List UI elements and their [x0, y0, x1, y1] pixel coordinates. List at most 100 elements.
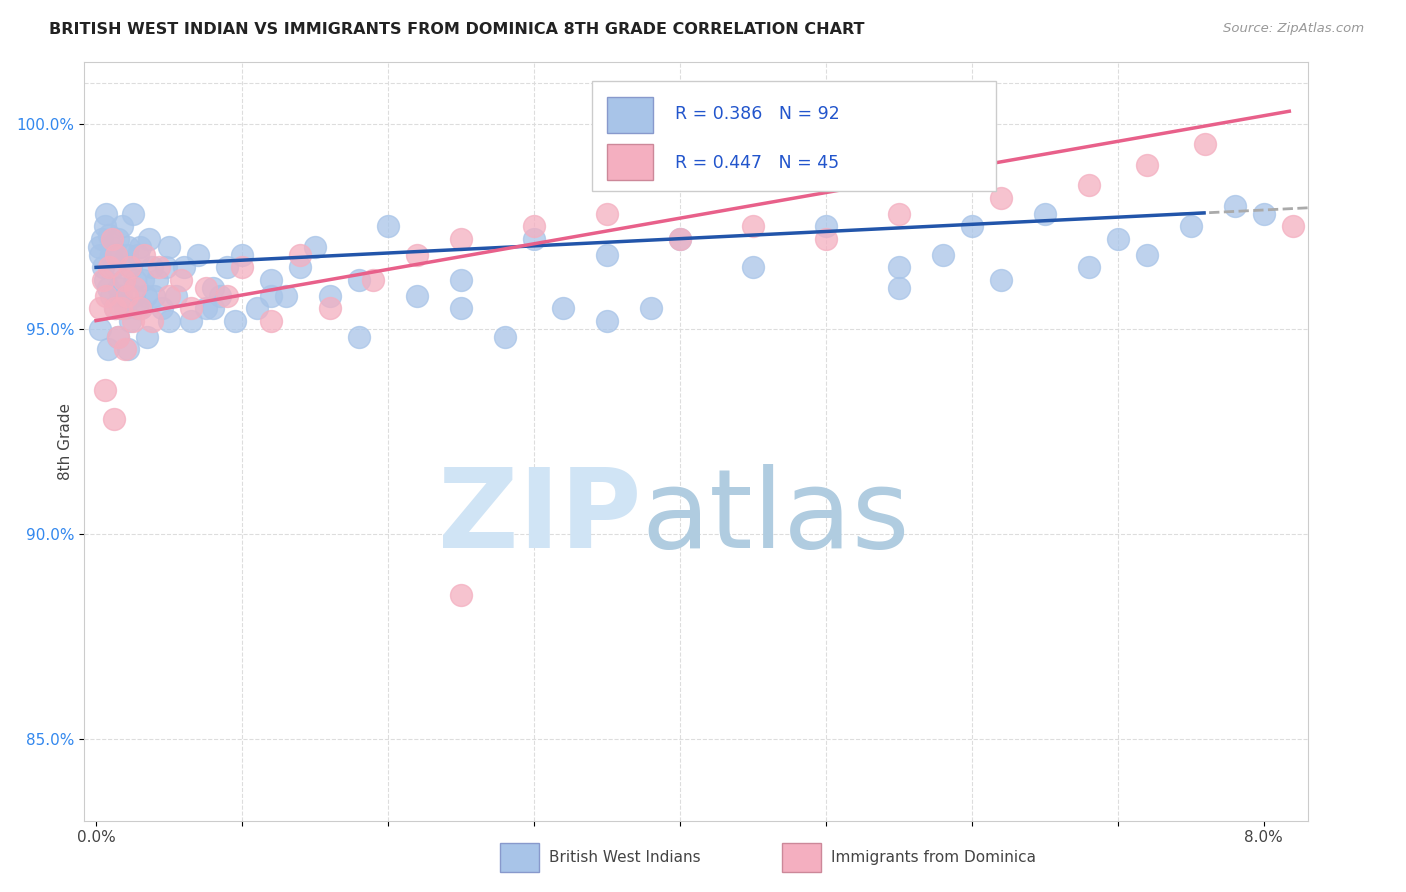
Point — [94, 384, 117, 398]
Point — [108, 281, 131, 295]
Point — [180, 313, 202, 327]
Text: Immigrants from Dominica: Immigrants from Dominica — [831, 850, 1036, 865]
Point — [141, 260, 163, 275]
Point — [138, 232, 160, 246]
Point — [143, 289, 166, 303]
Point — [104, 301, 127, 316]
Point — [1253, 207, 1275, 221]
Point — [121, 313, 143, 327]
Text: atlas: atlas — [641, 464, 910, 571]
Point — [887, 281, 910, 295]
Point — [112, 273, 135, 287]
Point — [118, 313, 141, 327]
Point — [318, 301, 340, 316]
Point — [931, 248, 953, 262]
Point — [87, 240, 110, 254]
Bar — [606, 96, 654, 133]
Point — [94, 273, 117, 287]
Point — [117, 343, 139, 357]
Point — [347, 273, 370, 287]
Point — [290, 248, 312, 262]
Point — [1223, 199, 1246, 213]
Point — [990, 273, 1012, 287]
Point — [112, 273, 135, 287]
Point — [125, 301, 148, 316]
Point — [814, 232, 837, 246]
Point — [274, 289, 297, 303]
Point — [406, 248, 429, 262]
Point — [640, 301, 662, 316]
Point — [120, 260, 142, 275]
Point — [141, 313, 163, 327]
Point — [990, 191, 1012, 205]
Point — [260, 289, 283, 303]
Point — [165, 289, 187, 303]
Point — [180, 301, 202, 316]
Text: Source: ZipAtlas.com: Source: ZipAtlas.com — [1223, 22, 1364, 36]
Point — [553, 301, 575, 316]
Point — [107, 232, 129, 246]
Point — [157, 289, 180, 303]
FancyBboxPatch shape — [592, 81, 995, 191]
Point — [104, 301, 127, 316]
Point — [1077, 260, 1099, 275]
Text: British West Indians: British West Indians — [550, 850, 700, 865]
Point — [103, 260, 125, 275]
Point — [377, 219, 399, 234]
Text: BRITISH WEST INDIAN VS IMMIGRANTS FROM DOMINICA 8TH GRADE CORRELATION CHART: BRITISH WEST INDIAN VS IMMIGRANTS FROM D… — [49, 22, 865, 37]
Point — [114, 301, 136, 316]
Point — [260, 273, 283, 287]
Point — [231, 260, 253, 275]
Point — [101, 232, 124, 246]
Text: R = 0.386   N = 92: R = 0.386 N = 92 — [675, 105, 839, 123]
Y-axis label: 8th Grade: 8th Grade — [58, 403, 73, 480]
Point — [224, 313, 246, 327]
Point — [347, 330, 370, 344]
Point — [1107, 232, 1129, 246]
Point — [450, 301, 472, 316]
Point — [1194, 137, 1216, 152]
Point — [887, 207, 910, 221]
Point — [89, 322, 111, 336]
Point — [1136, 248, 1159, 262]
Point — [148, 260, 170, 275]
Point — [96, 207, 118, 221]
Point — [111, 219, 134, 234]
Point — [406, 289, 429, 303]
Point — [107, 330, 129, 344]
Point — [118, 260, 141, 275]
Point — [90, 232, 112, 246]
Point — [89, 301, 111, 316]
Point — [107, 330, 129, 344]
Point — [450, 232, 472, 246]
Point — [97, 343, 120, 357]
Point — [1180, 219, 1202, 234]
Point — [1077, 178, 1099, 193]
Point — [115, 248, 138, 262]
Point — [128, 240, 150, 254]
Point — [157, 240, 180, 254]
Point — [136, 330, 159, 344]
Point — [115, 289, 138, 303]
Point — [157, 313, 180, 327]
Point — [209, 289, 232, 303]
Bar — [782, 844, 821, 872]
Point — [134, 248, 156, 262]
Point — [132, 273, 155, 287]
Point — [231, 248, 253, 262]
Point — [246, 301, 269, 316]
Point — [91, 273, 114, 287]
Point — [201, 281, 224, 295]
Point — [100, 289, 122, 303]
Point — [187, 248, 209, 262]
Point — [105, 248, 128, 262]
Point — [523, 232, 546, 246]
Point — [1033, 207, 1056, 221]
Point — [146, 273, 169, 287]
Point — [103, 412, 125, 426]
Bar — [606, 144, 654, 180]
Point — [887, 260, 910, 275]
Point — [318, 289, 340, 303]
Point — [117, 240, 139, 254]
Point — [290, 260, 312, 275]
